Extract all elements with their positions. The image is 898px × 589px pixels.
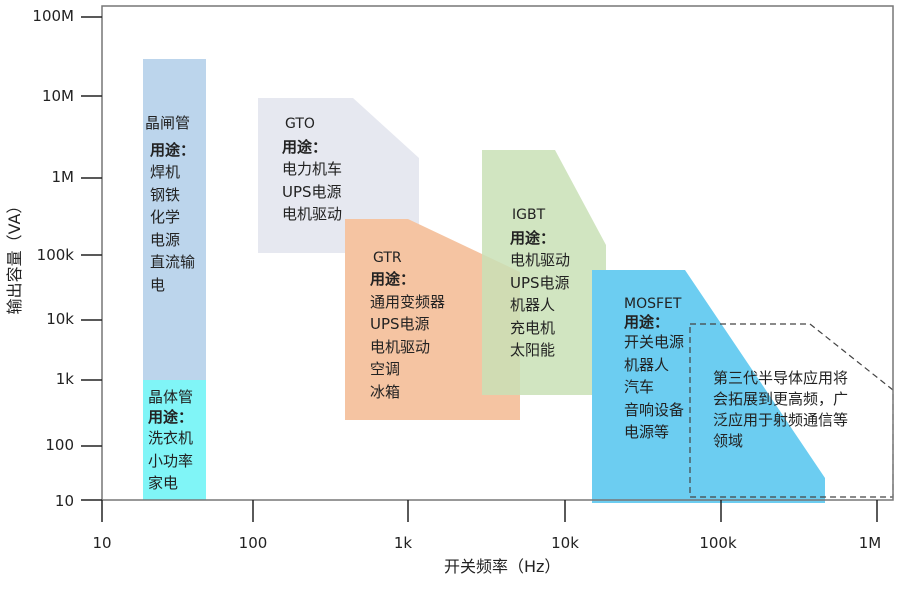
- use-item: 充电机: [510, 318, 556, 337]
- x-tick-label: 1k: [393, 534, 413, 552]
- use-item: UPS电源: [510, 273, 570, 292]
- region-igbt: [482, 150, 606, 395]
- y-tick-label: 10M: [41, 87, 74, 105]
- note-line: 会拓展到更高频，广: [713, 390, 849, 408]
- x-tick-label: 10: [92, 534, 112, 552]
- third-gen-region: [689, 323, 894, 498]
- use-item: 小功率: [148, 451, 194, 470]
- third-gen-note: 第三代半导体应用将 会拓展到更高频，广 泛应用于射频通信等 领域: [713, 368, 848, 452]
- transistor-label: 晶体管 用途： 洗衣机 小功率 家电: [148, 387, 193, 495]
- x-axis-title: 开关频率（Hz）: [444, 557, 561, 576]
- x-tick-label: 100: [238, 534, 268, 552]
- note-line: 第三代半导体应用将: [713, 369, 849, 387]
- y-tick-label: 10: [54, 492, 74, 510]
- plot-frame: [101, 5, 894, 501]
- region-mosfet: [592, 270, 825, 503]
- use-item: 直流输: [150, 253, 196, 271]
- use-item: 空调: [370, 360, 401, 378]
- x-ticks: [101, 500, 878, 522]
- use-item: 开关电源: [624, 333, 685, 351]
- use-item: 音响设备: [624, 400, 685, 419]
- usage-label: 用途：: [624, 313, 670, 331]
- thyristor-label: 晶闸管 用途： 焊机 钢铁 化学 电源 直流输 电: [145, 112, 195, 296]
- y-axis-title: 输出容量（VA）: [5, 197, 24, 315]
- usage-label: 用途：: [370, 270, 416, 288]
- note-line: 领域: [713, 432, 744, 450]
- usage-label: 用途：: [282, 137, 328, 156]
- use-item: 电机驱动: [282, 205, 343, 223]
- region-gto: [258, 98, 419, 253]
- region-name: GTO: [285, 116, 315, 132]
- use-item: 汽车: [624, 378, 655, 396]
- use-item: 电机驱动: [510, 251, 571, 269]
- x-tick-label: 100k: [699, 534, 737, 552]
- gtr-label: GTR 用途： 通用变频器 UPS电源 电机驱动 空调 冰箱: [370, 248, 445, 403]
- region-name: 晶体管: [148, 388, 194, 406]
- region-thyristor: [143, 59, 206, 380]
- use-item: 化学: [150, 208, 181, 226]
- y-tick-label: 10k: [46, 310, 74, 328]
- use-item: 电源等: [624, 423, 670, 441]
- use-item: UPS电源: [282, 182, 342, 201]
- x-tick-label: 10k: [551, 534, 579, 552]
- mosfet-label: MOSFET 用途： 开关电源 机器人 汽车 音响设备 电源等: [624, 295, 684, 444]
- region-gtr: [345, 219, 520, 420]
- use-item: 通用变频器: [370, 292, 446, 311]
- x-tick-label: 1M: [858, 534, 882, 552]
- use-item: 电机驱动: [370, 337, 431, 356]
- y-tick-label: 100k: [36, 246, 74, 264]
- use-item: 机器人: [624, 355, 670, 374]
- region-name: MOSFET: [624, 296, 682, 312]
- use-item: 电力机车: [282, 160, 343, 178]
- region-transistor: [143, 380, 206, 500]
- use-item: 焊机: [150, 163, 181, 181]
- use-item: 机器人: [510, 296, 556, 314]
- usage-label: 用途：: [148, 408, 194, 426]
- y-tick-label: 100M: [32, 7, 74, 25]
- use-item: 家电: [148, 474, 179, 492]
- use-item: 太阳能: [510, 341, 556, 359]
- y-tick-label: 100: [45, 436, 74, 454]
- usage-label: 用途：: [510, 228, 556, 247]
- region-name: IGBT: [512, 207, 546, 223]
- use-item: 钢铁: [150, 185, 181, 204]
- use-item: UPS电源: [370, 315, 430, 333]
- gto-label: GTO 用途： 电力机车 UPS电源 电机驱动: [282, 113, 342, 226]
- use-item: 电: [150, 275, 166, 294]
- y-tick-label: 1k: [55, 370, 74, 388]
- use-item: 冰箱: [370, 382, 401, 401]
- y-ticks: [81, 16, 102, 501]
- note-line: 泛应用于射频通信等: [713, 411, 849, 429]
- use-item: 电源: [150, 230, 181, 249]
- use-item: 洗衣机: [148, 429, 194, 447]
- region-name: GTR: [373, 250, 402, 266]
- y-tick-label: 1M: [51, 168, 75, 186]
- usage-label: 用途：: [150, 140, 196, 159]
- region-name: 晶闸管: [145, 114, 191, 132]
- igbt-label: IGBT 用途： 电机驱动 UPS电源 机器人 充电机 太阳能: [510, 204, 570, 362]
